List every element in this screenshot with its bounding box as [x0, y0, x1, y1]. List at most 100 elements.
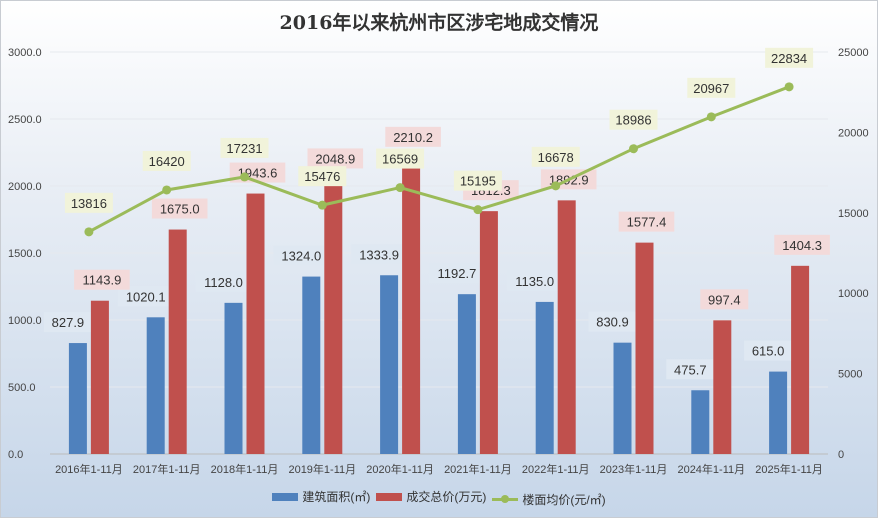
data-label-bg: [220, 137, 269, 158]
data-label: 830.9: [596, 315, 629, 330]
chart-title: 2016年以来杭州市区涉宅地成交情况: [279, 12, 599, 34]
data-label-bg: [195, 271, 252, 292]
data-label-bg: [142, 150, 191, 171]
data-label-bg: [744, 340, 793, 361]
x-tick-label: 2017年1-11月: [133, 462, 201, 476]
data-label-bg: [151, 198, 208, 219]
x-tick-label: 2021年1-11月: [444, 462, 512, 476]
line-point: [473, 205, 483, 215]
data-label-bg: [43, 312, 92, 333]
data-label: 16569: [382, 152, 418, 167]
data-label: 2048.9: [315, 151, 355, 166]
data-label-bg: [273, 245, 330, 266]
legend-label: 成交总价(万元): [406, 490, 487, 504]
x-tick-label: 2018年1-11月: [211, 462, 279, 476]
data-label-bg: [687, 77, 736, 98]
data-label: 1135.0: [515, 274, 554, 289]
line-point: [240, 172, 249, 182]
legend-item: 成交总价(万元): [376, 488, 486, 505]
bar: [302, 276, 321, 454]
data-label-bg: [774, 234, 830, 255]
data-label-bg: [531, 146, 580, 167]
y-left-tick-label: 2500.0: [8, 114, 42, 126]
bar: [635, 242, 654, 454]
y-right-tick-label: 10000: [838, 288, 869, 300]
legend-swatch: [492, 494, 519, 503]
bar: [791, 265, 810, 454]
line-point: [551, 181, 561, 191]
bar: [769, 371, 788, 454]
line-point: [84, 227, 94, 237]
data-label-bg: [453, 170, 502, 191]
y-right-tick-label: 0: [838, 449, 844, 461]
bar: [713, 320, 732, 454]
legend-item: 建筑面积(㎡): [272, 488, 370, 505]
data-label-bg: [666, 359, 715, 380]
data-label: 16678: [538, 150, 574, 165]
x-tick-label: 2019年1-11月: [288, 462, 356, 476]
x-tick-label: 2023年1-11月: [600, 462, 668, 476]
y-right-tick-label: 5000: [838, 369, 862, 381]
line-point: [162, 185, 172, 195]
y-left-tick-label: 2000.0: [8, 181, 42, 193]
bar: [146, 317, 165, 454]
data-label-bg: [765, 47, 814, 68]
data-label-bg: [588, 311, 637, 332]
data-label-bg: [376, 148, 425, 169]
bar: [68, 343, 87, 454]
data-label: 1128.0: [204, 275, 243, 290]
data-label: 1577.4: [627, 215, 667, 230]
line-point: [317, 200, 327, 210]
x-tick-label: 2016年1-11月: [55, 462, 123, 476]
y-left-tick-label: 1500.0: [8, 248, 42, 260]
bar: [457, 294, 476, 454]
bar: [479, 211, 498, 454]
data-label-bg: [64, 192, 113, 213]
bar: [691, 390, 710, 454]
y-left-tick-label: 3000.0: [8, 47, 42, 59]
legend-item: 楼面均价(元/㎡): [492, 491, 606, 508]
legend-label: 建筑面积(㎡): [302, 490, 371, 504]
data-label: 1020.1: [126, 289, 166, 304]
y-right-tick-label: 20000: [838, 127, 869, 139]
x-tick-label: 2020年1-11月: [366, 462, 434, 476]
data-label: 16420: [149, 154, 185, 169]
legend-label: 楼面均价(元/㎡): [522, 492, 606, 507]
data-label: 1324.0: [281, 249, 321, 264]
data-label-bg: [307, 148, 364, 169]
data-label: 22834: [771, 51, 807, 66]
bar: [380, 275, 399, 454]
y-right-tick-label: 15000: [838, 208, 869, 220]
y-right-tick-label: 25000: [838, 47, 869, 59]
data-label: 997.4: [708, 292, 741, 307]
data-label-bg: [506, 270, 563, 291]
line-point: [706, 112, 716, 122]
data-label-bg: [74, 269, 130, 290]
bar: [246, 193, 265, 454]
data-label: 475.7: [674, 362, 707, 377]
line-point: [629, 144, 638, 154]
y-left-tick-label: 0.0: [8, 449, 23, 461]
x-tick-label: 2025年1-11月: [755, 462, 823, 476]
data-label: 13816: [71, 196, 107, 211]
line-point: [395, 183, 405, 193]
line-point: [784, 82, 794, 92]
bar: [90, 300, 109, 454]
data-label-bg: [298, 166, 347, 187]
legend-swatch: [272, 492, 299, 501]
legend-swatch: [376, 492, 403, 501]
bar: [168, 229, 187, 454]
line-series: [88, 85, 790, 234]
data-label-bg: [429, 263, 485, 284]
bar: [613, 342, 632, 454]
data-label: 1143.9: [83, 273, 122, 288]
data-label-bg: [618, 211, 675, 232]
data-label: 827.9: [52, 315, 85, 330]
legend: 建筑面积(㎡) 成交总价(万元) 楼面均价(元/㎡): [0, 488, 878, 508]
data-label: 2210.2: [393, 130, 433, 145]
y-left-tick-label: 500.0: [8, 382, 36, 394]
data-label: 15476: [304, 169, 340, 184]
bar: [557, 200, 576, 454]
data-label: 1333.9: [359, 247, 399, 262]
